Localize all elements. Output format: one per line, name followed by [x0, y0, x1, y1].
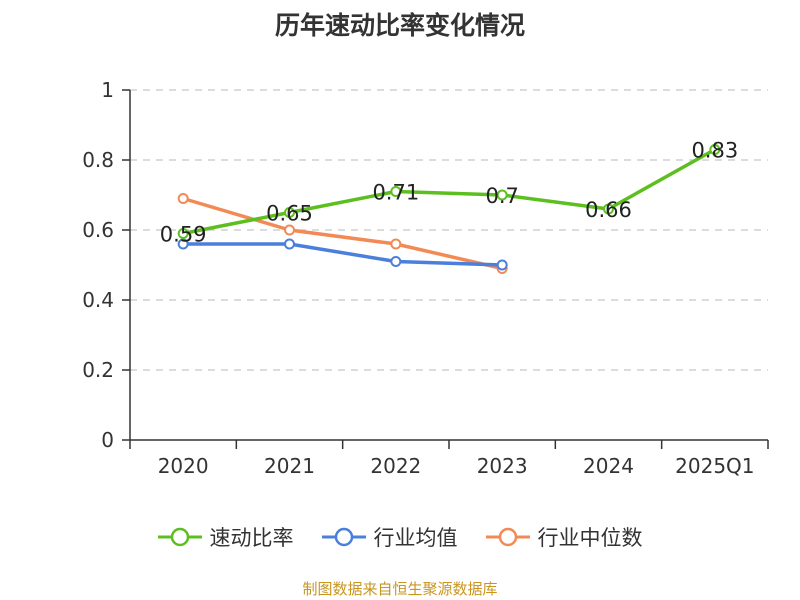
legend-label: 行业中位数: [537, 526, 643, 550]
x-tick-label: 2021: [264, 454, 315, 478]
x-tick-label: 2020: [158, 454, 209, 478]
data-point: [709, 144, 721, 155]
legend-marker-icon: [485, 527, 530, 547]
data-point: [496, 189, 508, 201]
y-tick-label: 1: [101, 78, 114, 102]
data-point: [177, 238, 189, 250]
data-point: [390, 256, 402, 267]
data-point: [284, 207, 295, 218]
series-line: [183, 242, 503, 267]
legend-marker-icon: [157, 527, 202, 547]
series-line: [182, 196, 503, 271]
data-point: [284, 224, 295, 236]
y-tick-label: 0.8: [82, 148, 114, 172]
grid-lines: [130, 89, 768, 371]
series-1: [177, 238, 508, 271]
y-tick-label: 0.4: [82, 288, 114, 312]
series-lines: [177, 144, 721, 274]
data-point: [177, 193, 189, 204]
data-point: [390, 238, 402, 250]
data-labels: 0.59 0.65 0.71 0.7 0.66 0.83: [160, 139, 738, 247]
x-tick-label: 2024: [583, 454, 634, 478]
y-tick-label: 0.6: [82, 218, 114, 242]
data-label: 0.71: [372, 181, 419, 205]
series-0: [177, 144, 721, 239]
data-label: 0.83: [691, 139, 738, 163]
legend-item-industry-average[interactable]: 行业均值: [321, 522, 458, 552]
legend-label: 行业均值: [373, 526, 458, 550]
y-tick-label: 0: [101, 428, 114, 452]
axes: 0 0.2 0.4 0.6 0.8 1 2020 2021 2022 2023 2024 2025Q1: [82, 78, 769, 478]
series-line: [182, 147, 716, 236]
chart-title: 历年速动比率变化情况: [274, 11, 525, 40]
data-point: [284, 238, 295, 250]
x-tick-label: 2023: [477, 454, 528, 478]
data-point: [177, 228, 189, 239]
data-label: 0.59: [160, 223, 207, 247]
legend-item-quick-ratio[interactable]: 速动比率: [157, 522, 294, 552]
x-tick-label: 2025Q1: [675, 454, 754, 478]
data-point: [496, 259, 508, 271]
legend-label: 速动比率: [209, 526, 294, 550]
legend: 速动比率 行业均值 行业中位数: [0, 520, 800, 554]
series-2: [177, 193, 508, 274]
x-tick-label: 2022: [370, 454, 421, 478]
data-label: 0.65: [266, 202, 313, 226]
data-point: [603, 203, 614, 215]
data-point: [390, 186, 402, 197]
legend-item-industry-median[interactable]: 行业中位数: [485, 522, 643, 552]
data-label: 0.7: [485, 184, 518, 208]
y-tick-label: 0.2: [82, 358, 114, 382]
legend-marker-icon: [321, 527, 366, 547]
source-note: 制图数据来自恒生聚源数据库: [302, 580, 498, 598]
data-label: 0.66: [585, 198, 632, 222]
